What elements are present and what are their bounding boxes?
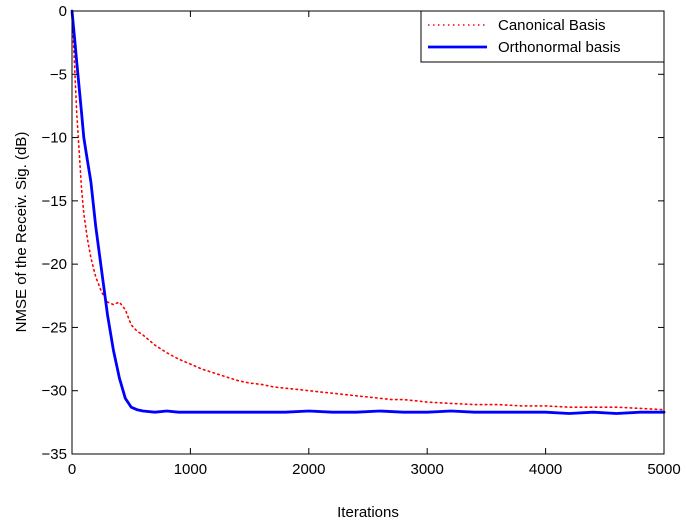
x-tick-label: 5000 — [647, 461, 680, 478]
legend: Canonical Basis Orthonormal basis — [420, 10, 665, 63]
x-tick-label: 3000 — [411, 461, 444, 478]
legend-box — [420, 10, 665, 63]
legend-label-canonical: Canonical Basis — [498, 17, 606, 34]
y-tick-label: −30 — [42, 383, 67, 400]
x-axis-label: Iterations — [337, 504, 399, 521]
y-axis-label: NMSE of the Receiv. Sig. (dB) — [13, 132, 30, 333]
plot-frame — [71, 10, 665, 455]
y-tick-label: −35 — [42, 446, 67, 463]
legend-label-orthonormal: Orthonormal basis — [498, 39, 621, 56]
x-tick-label: 4000 — [529, 461, 562, 478]
series-line-orthonormal — [70, 9, 666, 415]
plot-area — [72, 11, 664, 454]
y-axis: 0 −5 −10 −15 −20 −25 −30 −35 — [42, 3, 664, 463]
y-tick-label: −15 — [42, 193, 67, 210]
x-axis: 0 1000 2000 3000 4000 5000 — [68, 11, 681, 478]
y-tick-label: −5 — [50, 66, 67, 83]
x-tick-label: 2000 — [292, 461, 325, 478]
y-tick-label: −25 — [42, 319, 67, 336]
x-tick-label: 0 — [68, 461, 76, 478]
x-tick-label: 1000 — [174, 461, 207, 478]
series-layer — [70, 9, 666, 415]
y-tick-label: −10 — [42, 130, 67, 147]
y-tick-label: −20 — [42, 256, 67, 273]
y-tick-label: 0 — [59, 3, 67, 20]
series-line-canonical — [71, 10, 665, 411]
